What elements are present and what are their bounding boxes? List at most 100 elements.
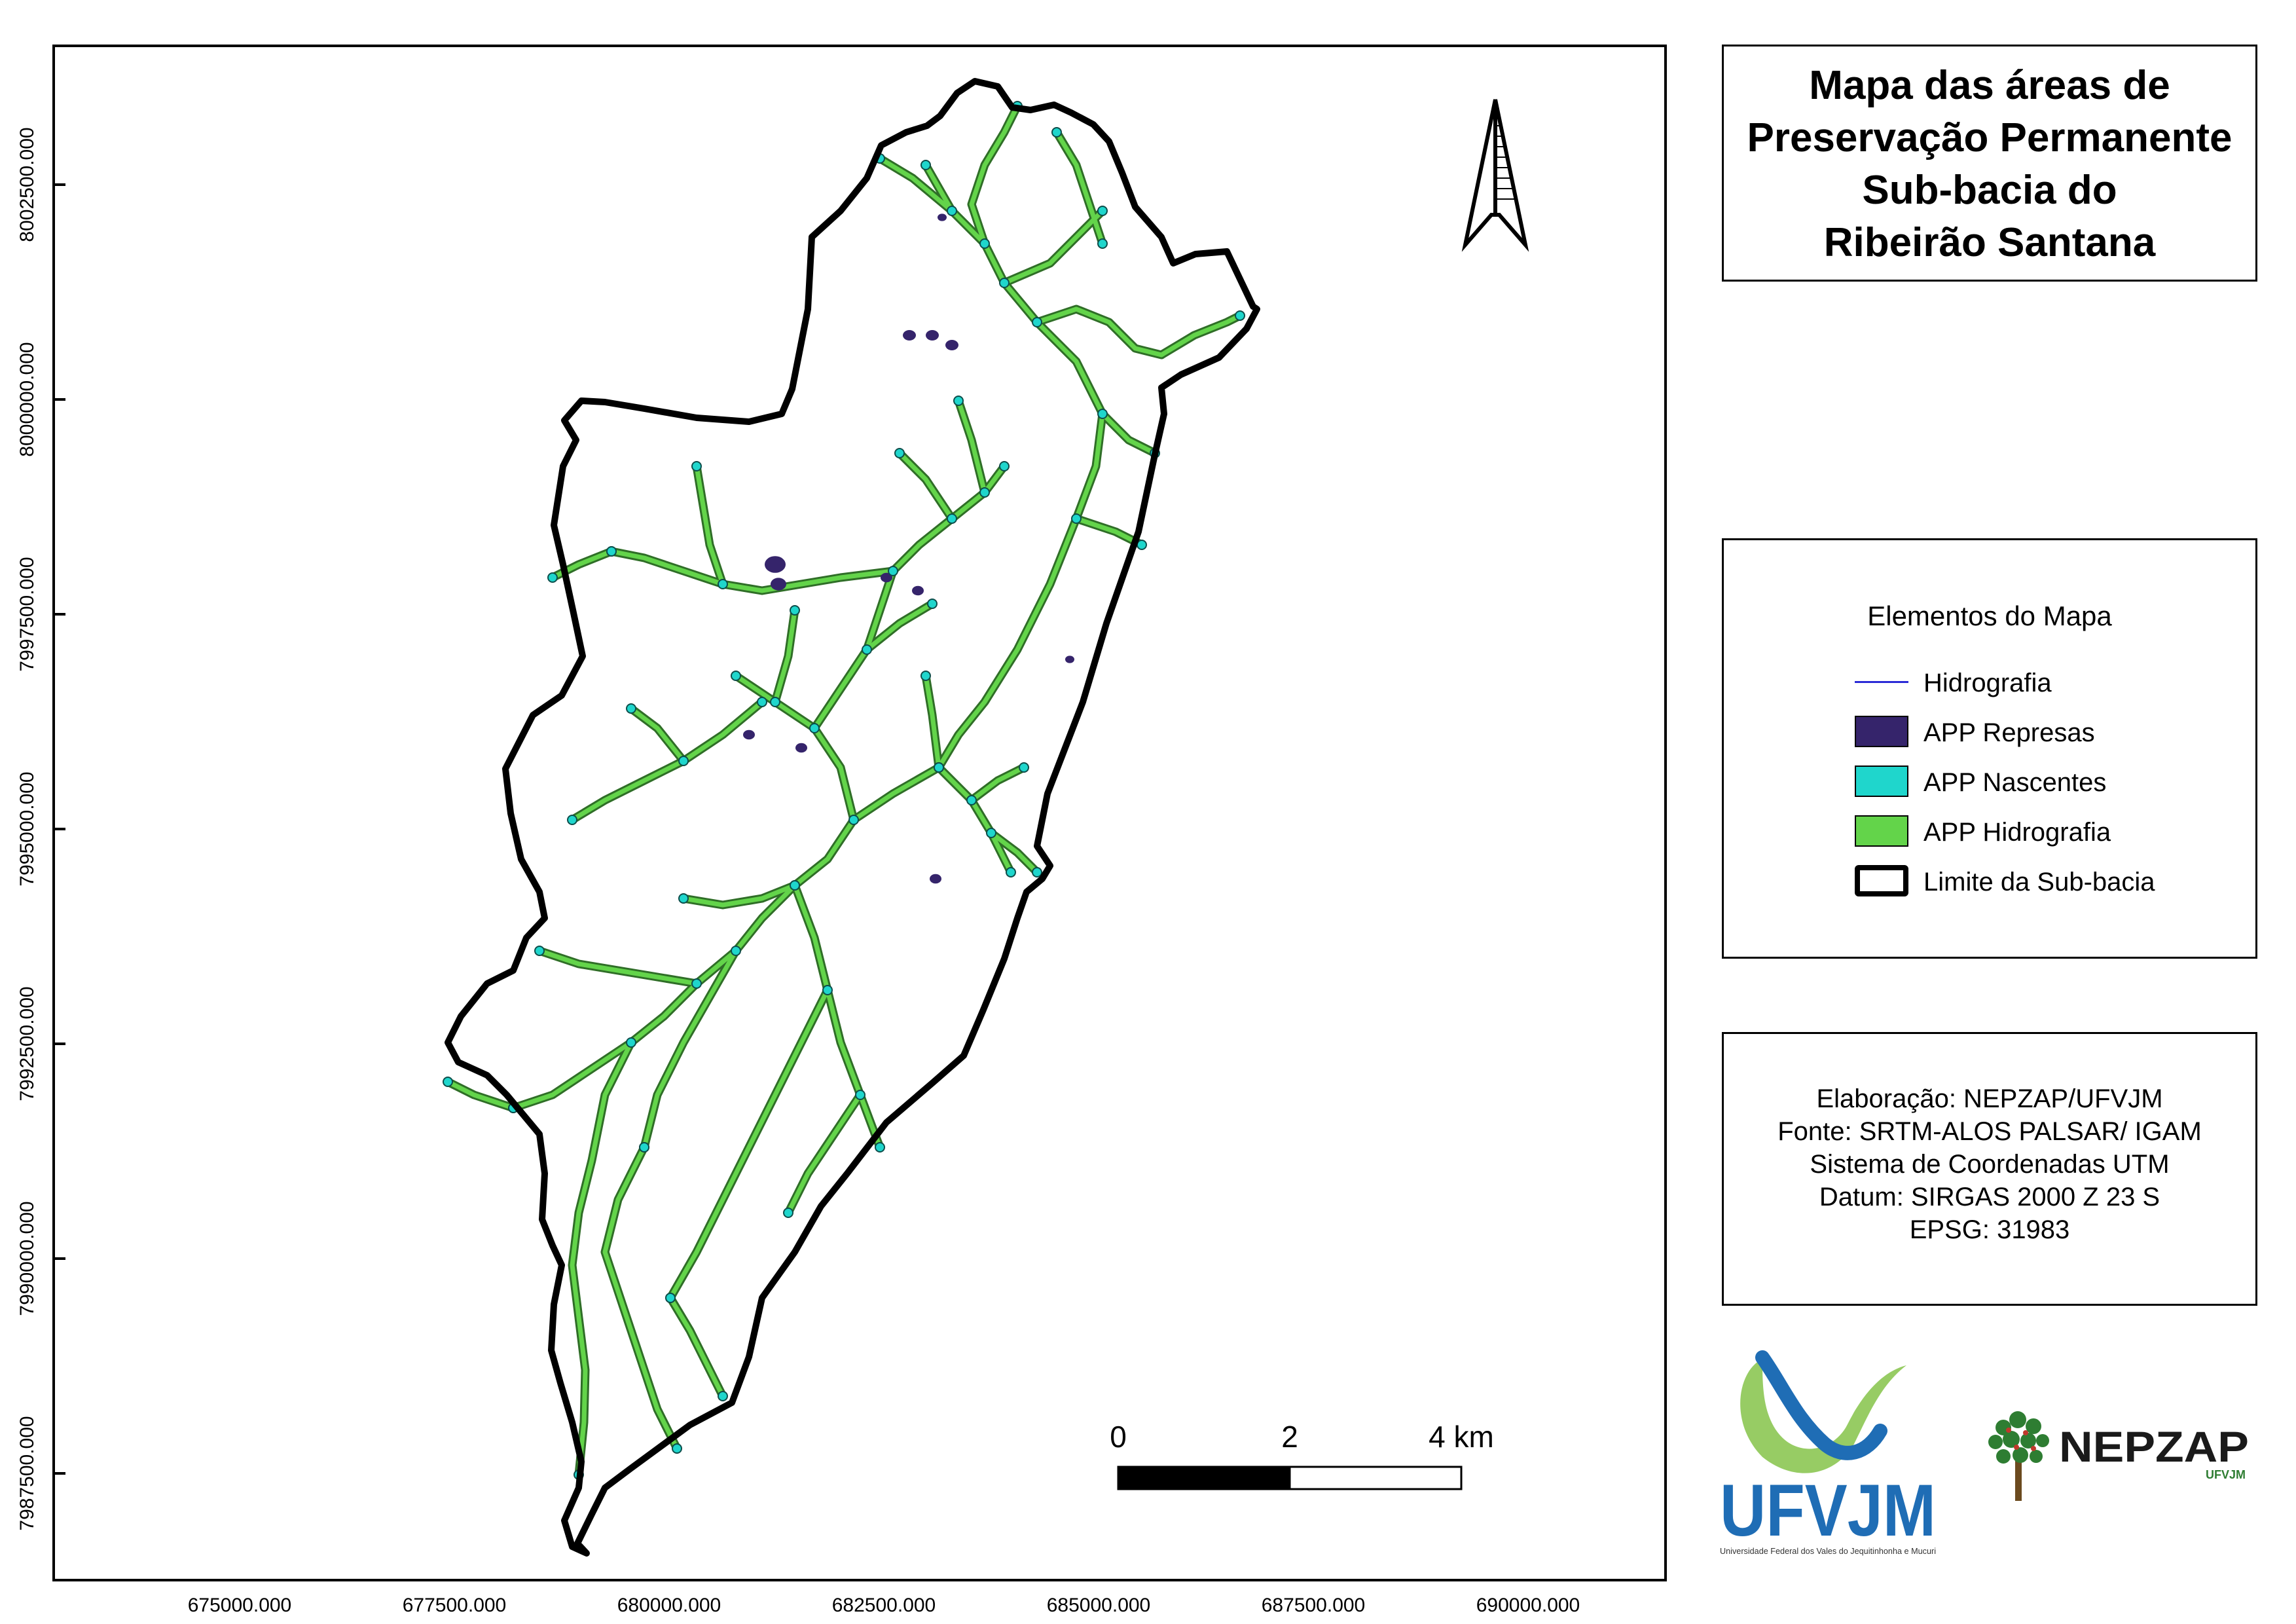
limite-outline-swatch bbox=[1855, 865, 1908, 896]
stream-buffer bbox=[570, 1040, 634, 1477]
stream-buffer-outline bbox=[1000, 206, 1107, 287]
legend-label: Hidrografia bbox=[1923, 669, 2052, 697]
stream-buffer bbox=[694, 464, 725, 587]
app-represas-swatch bbox=[1855, 716, 1908, 747]
credits-line: Elaboração: NEPZAP/UFVJM bbox=[1816, 1084, 2163, 1113]
stream-buffer bbox=[681, 765, 941, 908]
spring-point bbox=[626, 703, 636, 714]
stream-buffer bbox=[1034, 306, 1243, 358]
tree-icon bbox=[1988, 1411, 2049, 1501]
dam-area bbox=[912, 585, 924, 596]
spring-point bbox=[534, 946, 545, 956]
scale-label-4km: 4 km bbox=[1429, 1420, 1494, 1454]
nepzap-wordmark: NEPZAP bbox=[2059, 1422, 2249, 1471]
spring-point bbox=[678, 893, 689, 904]
credits-panel: Elaboração: NEPZAP/UFVJM Fonte: SRTM-ALO… bbox=[1722, 1032, 2257, 1306]
app-hidrografia-swatch bbox=[1855, 815, 1908, 847]
nepzap-subtitle: UFVJM bbox=[2206, 1468, 2246, 1481]
spring-point bbox=[947, 513, 957, 524]
spring-point bbox=[894, 448, 905, 458]
stream-buffer-outline bbox=[921, 160, 1107, 772]
dam-area bbox=[881, 572, 892, 583]
stream-buffer bbox=[602, 1145, 680, 1451]
spring-point bbox=[986, 828, 996, 838]
spring-point bbox=[757, 697, 767, 707]
stream-buffer bbox=[969, 765, 1027, 803]
title-panel: Mapa das áreas de Preservação Permanente… bbox=[1722, 45, 2257, 282]
stream-buffer bbox=[511, 883, 797, 1111]
legend-item-hidrografia: Hidrografia bbox=[1855, 666, 2234, 700]
stream-buffer bbox=[989, 830, 1040, 875]
ufvjm-wordmark: UFVJM bbox=[1720, 1469, 1936, 1551]
stream-buffer bbox=[969, 103, 1020, 246]
stream-buffer bbox=[537, 948, 699, 986]
ufvjm-subtitle: Universidade Federal dos Vales do Jequit… bbox=[1720, 1546, 1936, 1556]
spring-point bbox=[606, 546, 617, 557]
scale-label-0: 0 bbox=[1110, 1420, 1127, 1454]
spring-point bbox=[626, 1037, 636, 1048]
spring-point bbox=[1097, 206, 1108, 216]
spring-point bbox=[822, 985, 833, 995]
spring-point bbox=[920, 671, 931, 681]
spring-point bbox=[639, 1142, 649, 1153]
spring-point bbox=[1051, 127, 1062, 138]
stream-buffer bbox=[923, 162, 1105, 770]
dam-area bbox=[926, 330, 939, 341]
spring-point bbox=[691, 461, 702, 471]
map-frame: 0 2 4 km bbox=[52, 45, 1667, 1581]
dam-area bbox=[771, 578, 786, 591]
legend-panel: Elementos do Mapa Hidrografia APP Repres… bbox=[1722, 538, 2257, 959]
legend-item-app-nascentes: APP Nascentes bbox=[1855, 766, 2234, 800]
spring-point bbox=[875, 1142, 885, 1153]
stream-buffer bbox=[786, 1092, 863, 1215]
credits-line: EPSG: 31983 bbox=[1909, 1215, 2070, 1244]
spring-point bbox=[678, 756, 689, 766]
spring-point bbox=[947, 206, 957, 216]
stream-buffer bbox=[668, 987, 830, 1301]
map-title: Mapa das áreas de Preservação Permanente… bbox=[1724, 60, 2255, 269]
stream-buffer bbox=[897, 451, 955, 521]
spring-point bbox=[979, 238, 990, 249]
stream-buffer bbox=[936, 765, 1013, 875]
spring-point bbox=[443, 1077, 453, 1087]
spring-point bbox=[927, 599, 938, 609]
stream-buffer bbox=[773, 608, 797, 705]
credits-line: Datum: SIRGAS 2000 Z 23 S bbox=[1819, 1183, 2160, 1211]
spring-point bbox=[855, 1090, 866, 1100]
spring-point bbox=[1032, 317, 1042, 327]
legend-item-limite: Limite da Sub-bacia bbox=[1855, 865, 2234, 899]
spring-point bbox=[672, 1443, 682, 1454]
spring-point bbox=[665, 1293, 676, 1303]
scale-bar: 0 2 4 km bbox=[1110, 1420, 1494, 1490]
app-represas bbox=[743, 213, 1074, 884]
title-line: Mapa das áreas de bbox=[1809, 63, 2170, 108]
stream-buffer bbox=[642, 948, 738, 1150]
spring-point bbox=[1097, 409, 1108, 419]
app-nascentes bbox=[443, 101, 1245, 1480]
title-line: Ribeirão Santana bbox=[1823, 220, 2156, 265]
credits-line: Fonte: SRTM-ALOS PALSAR/ IGAM bbox=[1777, 1117, 2202, 1146]
ufvjm-logo: UFVJM Universidade Federal dos Vales do … bbox=[1710, 1346, 1946, 1562]
spring-point bbox=[1097, 238, 1108, 249]
legend-label: Limite da Sub-bacia bbox=[1923, 868, 2155, 896]
spring-point bbox=[920, 160, 931, 170]
app-hidrografia-outline bbox=[443, 101, 1245, 1479]
dam-area bbox=[795, 743, 807, 753]
stream-buffer bbox=[877, 156, 955, 213]
legend-item-app-represas: APP Represas bbox=[1855, 716, 2234, 750]
legend-title: Elementos do Mapa bbox=[1867, 600, 2112, 631]
stream-buffer bbox=[956, 398, 987, 495]
spring-point bbox=[1019, 762, 1029, 773]
legend-label: APP Nascentes bbox=[1923, 768, 2107, 797]
nepzap-logo: NEPZAP UFVJM bbox=[1977, 1401, 2259, 1506]
legend-item-app-hidrografia: APP Hidrografia bbox=[1855, 815, 2234, 849]
spring-point bbox=[809, 723, 820, 733]
map-canvas: 0 2 4 km bbox=[443, 78, 1529, 1557]
legend-label: APP Hidrografia bbox=[1923, 818, 2111, 847]
spring-point bbox=[790, 880, 800, 891]
legend-label: APP Represas bbox=[1923, 718, 2095, 747]
app-nascentes-swatch bbox=[1855, 766, 1908, 797]
spring-point bbox=[1071, 513, 1082, 524]
spring-point bbox=[1032, 867, 1042, 877]
dam-area bbox=[743, 729, 755, 740]
